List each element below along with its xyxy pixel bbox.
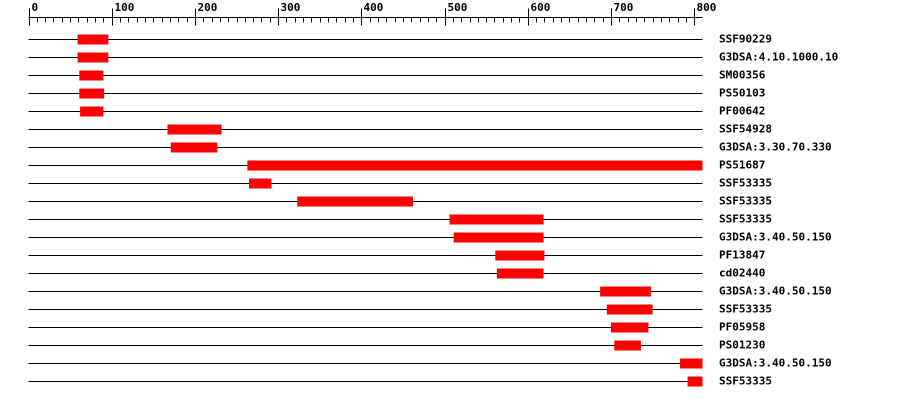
x-tick-label: 800 — [697, 1, 717, 14]
x-tick-label: 100 — [115, 1, 135, 14]
row-label: PF13847 — [719, 249, 765, 262]
row-label: PF05958 — [719, 321, 765, 334]
domain-bar — [495, 250, 545, 261]
x-tick-label: 700 — [614, 1, 634, 14]
row-label: G3DSA:3.40.50.150 — [719, 285, 832, 298]
x-tick-label: 500 — [448, 1, 468, 14]
x-tick-label: 400 — [364, 1, 384, 14]
domain-bar — [170, 142, 218, 153]
row-label: PF00642 — [719, 105, 765, 118]
domain-bar — [606, 304, 653, 315]
row-label: G3DSA:3.40.50.150 — [719, 231, 832, 244]
x-tick-label: 600 — [531, 1, 551, 14]
x-tick-label: 200 — [198, 1, 218, 14]
row-label: G3DSA:3.30.70.330 — [719, 141, 832, 154]
row-label: PS50103 — [719, 87, 765, 100]
domain-bar — [680, 358, 703, 369]
domain-bar — [80, 106, 104, 117]
domain-bar — [453, 232, 544, 243]
domain-bar — [610, 322, 649, 333]
domain-bar — [77, 34, 109, 45]
row-label: G3DSA:4.10.1000.10 — [719, 51, 838, 64]
domain-bar — [614, 340, 641, 351]
row-label: SSF53335 — [719, 195, 772, 208]
row-label: SSF90229 — [719, 33, 772, 46]
x-tick-label: 300 — [281, 1, 301, 14]
domain-bar — [297, 196, 413, 207]
domain-bar — [79, 70, 104, 81]
row-label: SM00356 — [719, 69, 766, 82]
domain-bar — [600, 286, 651, 297]
row-label: SSF53335 — [719, 303, 772, 316]
domain-bar — [167, 124, 222, 135]
row-label: SSF53335 — [719, 177, 772, 190]
domain-bar — [247, 160, 703, 171]
row-label: PS51687 — [719, 159, 765, 172]
domain-bar — [687, 376, 703, 387]
row-label: cd02440 — [719, 267, 765, 280]
x-tick-label: 0 — [32, 1, 39, 14]
row-label: G3DSA:3.40.50.150 — [719, 357, 832, 370]
row-label: SSF54928 — [719, 123, 772, 136]
domain-bar — [449, 214, 544, 225]
domain-bar — [496, 268, 544, 279]
row-label: SSF53335 — [719, 213, 772, 226]
row-label: SSF53335 — [719, 375, 772, 388]
domain-bar — [79, 88, 105, 99]
domain-bar — [249, 178, 272, 189]
domain-bar — [77, 52, 109, 63]
row-label: PS01230 — [719, 339, 765, 352]
